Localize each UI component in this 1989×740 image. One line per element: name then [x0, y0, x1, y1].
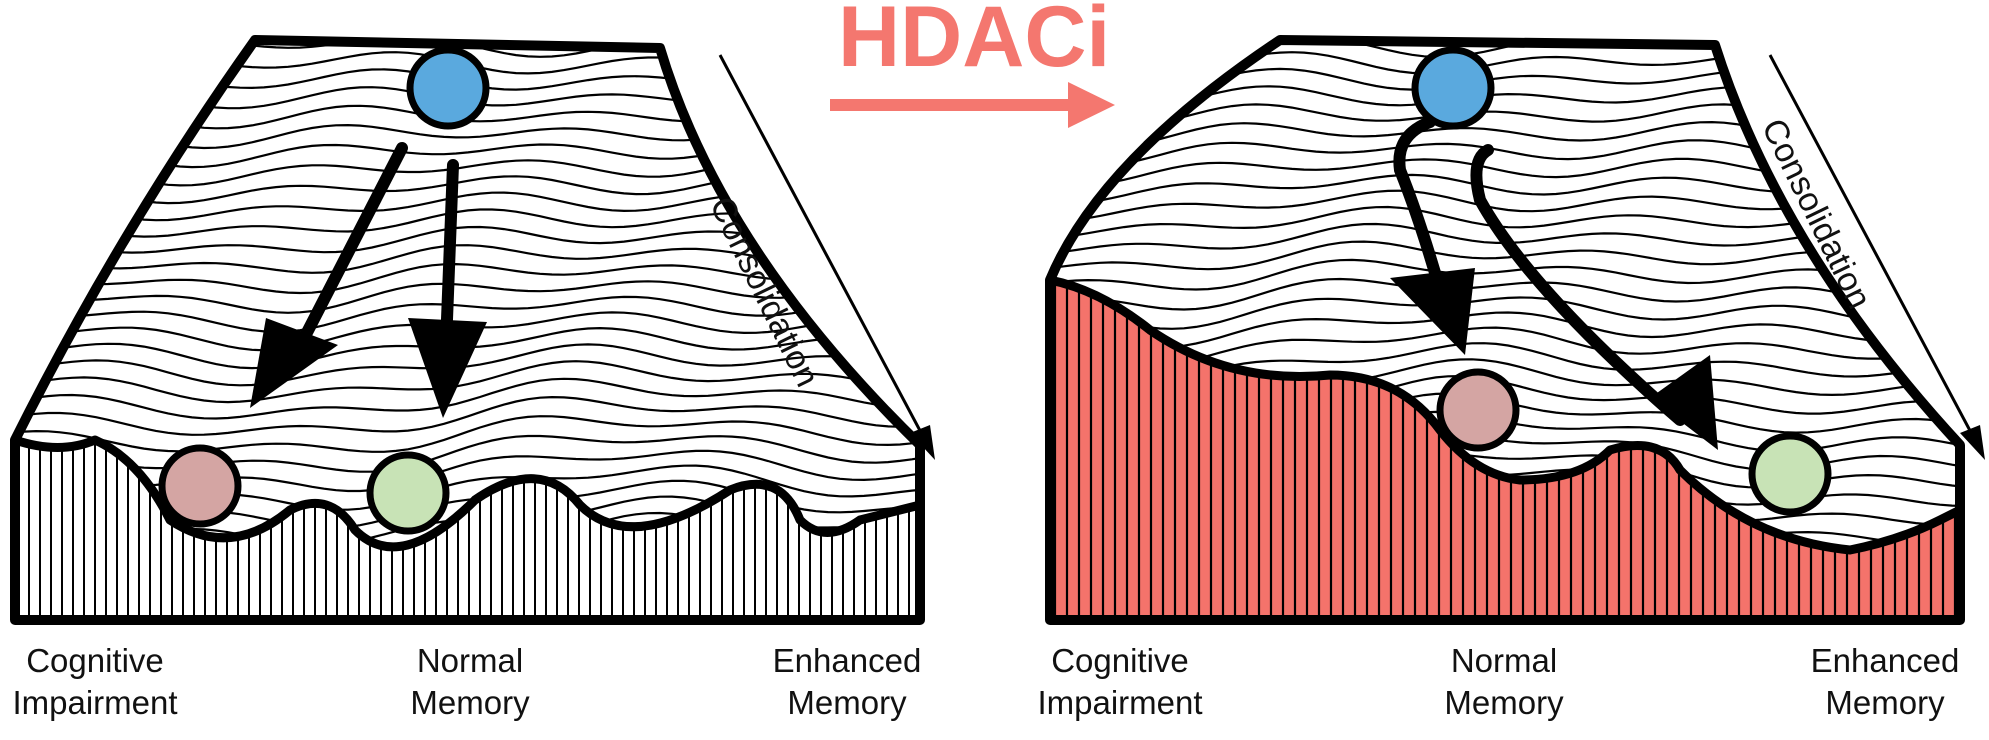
- right-label-enhanced-line1: Enhanced: [1810, 642, 1960, 679]
- contour-line: [15, 415, 920, 453]
- left-normal-ball: [366, 451, 450, 535]
- left-label-normal-line2: Memory: [410, 684, 530, 721]
- left-label-enhanced: Enhanced Memory: [762, 640, 932, 724]
- contour-line: [1050, 85, 1960, 112]
- left-start-ball: [406, 46, 490, 130]
- right-label-impairment: Cognitive Impairment: [1025, 640, 1215, 724]
- contour-line: [1050, 51, 1960, 77]
- contour-line: [1050, 157, 1960, 187]
- right-label-enhanced-line2: Memory: [1825, 684, 1945, 721]
- left-label-normal: Normal Memory: [390, 640, 550, 724]
- right-landscape-outline: [1045, 35, 1965, 625]
- contour-line: [1050, 311, 1960, 349]
- contour-line: [15, 244, 920, 274]
- contour-line: [1050, 258, 1960, 293]
- contour-line: [15, 360, 920, 404]
- right-enhanced-ball: [1748, 432, 1832, 516]
- left-valley-outline: [13, 435, 922, 552]
- hdaci-arrow: [830, 82, 1115, 128]
- left-label-impairment-line1: Cognitive: [26, 642, 164, 679]
- contour-line: [1050, 120, 1960, 149]
- contour-line: [15, 295, 920, 334]
- contour-line: [15, 137, 920, 169]
- right-label-impairment-line2: Impairment: [1037, 684, 1203, 721]
- right-valley-outline: [1049, 275, 1963, 555]
- right-label-normal-line2: Memory: [1444, 684, 1564, 721]
- right-base-hatch: [1050, 280, 1960, 620]
- contour-line: [15, 280, 920, 314]
- left-label-enhanced-line1: Enhanced: [772, 642, 922, 679]
- left-arrow-to-normal: [408, 159, 487, 418]
- left-base-hatch: [15, 440, 920, 620]
- left-label-enhanced-line2: Memory: [787, 684, 907, 721]
- left-landscape-outline: [10, 35, 925, 625]
- left-label-impairment: Cognitive Impairment: [0, 640, 190, 724]
- contour-line: [15, 377, 920, 420]
- contour-line: [1050, 139, 1960, 168]
- right-arrow-to-normal: [1390, 116, 1475, 355]
- contour-line: [15, 225, 920, 254]
- right-consolidation-arrow: [1768, 54, 1985, 460]
- right-landscape: [1045, 35, 1985, 625]
- right-label-normal-line1: Normal: [1450, 642, 1558, 679]
- contour-line: [15, 119, 920, 150]
- right-label-enhanced: Enhanced Memory: [1795, 640, 1975, 724]
- contour-line: [1050, 277, 1960, 311]
- contour-line: [1050, 296, 1960, 330]
- right-start-ball: [1411, 46, 1495, 130]
- left-arrow-to-impairment: [250, 142, 408, 408]
- contour-line: [1050, 67, 1960, 95]
- left-label-impairment-line2: Impairment: [12, 684, 178, 721]
- left-impairment-ball: [158, 444, 242, 528]
- left-consolidation-arrow: [718, 54, 935, 460]
- right-normal-ball: [1436, 368, 1520, 452]
- left-label-normal-line1: Normal: [416, 642, 524, 679]
- contour-line: [15, 395, 920, 436]
- right-label-normal: Normal Memory: [1424, 640, 1584, 724]
- right-arrow-to-enhanced: [1470, 144, 1718, 450]
- right-label-impairment-line1: Cognitive: [1051, 642, 1189, 679]
- contour-line: [15, 343, 920, 387]
- hdaci-title: HDACi: [838, 0, 1111, 85]
- contour-line: [15, 434, 920, 473]
- contour-line: [15, 449, 920, 493]
